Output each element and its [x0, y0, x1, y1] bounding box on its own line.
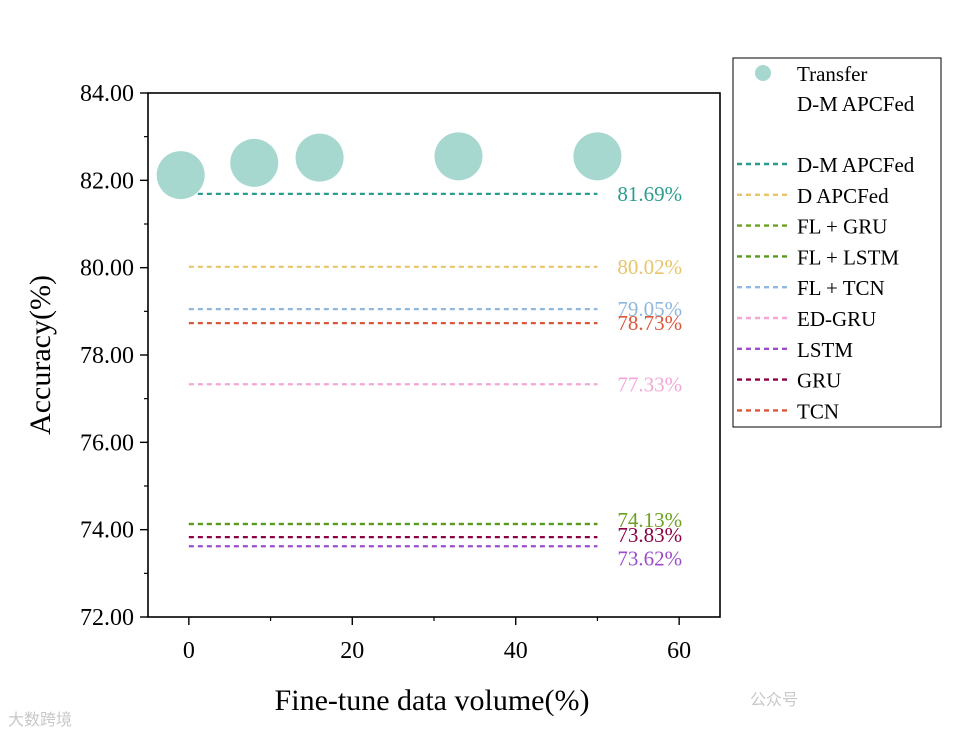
baseline-value-label: 81.69%	[617, 182, 682, 206]
legend-label: D APCFed	[797, 184, 889, 208]
scatter-point	[230, 138, 279, 187]
y-tick-label: 72.00	[80, 605, 134, 631]
legend-scatter-marker	[755, 65, 771, 81]
y-axis-title: Accuracy(%)	[24, 275, 57, 435]
x-tick-label: 60	[667, 638, 691, 664]
x-tick-label: 20	[340, 638, 364, 664]
scatter-point	[156, 151, 205, 200]
scatter-point	[434, 132, 483, 181]
baseline-value-label: 74.13%	[617, 508, 682, 532]
x-tick-label: 0	[183, 638, 195, 664]
x-tick-label: 40	[504, 638, 528, 664]
data-marks: 81.69% 80.02% 74.13% 79.05% 77.33% 73.62%73.8…	[156, 132, 682, 570]
y-tick-label: 82.00	[80, 168, 134, 194]
x-axis-title: Fine-tune data volume(%)	[275, 684, 590, 717]
legend-scatter-label: Transfer	[797, 62, 867, 86]
axes: 72.00 74.00 76.00 78.00 80.00 82.00 84.00 0 20 40…	[24, 81, 691, 717]
legend-box	[732, 57, 942, 428]
legend-label: LSTM	[797, 338, 853, 362]
legend-label: FL + LSTM	[797, 245, 899, 269]
baseline-value-label: 77.33%	[617, 372, 682, 396]
baseline-value-label: 80.02%	[617, 255, 682, 279]
legend-label: FL + GRU	[797, 215, 887, 239]
y-tick-label: 84.00	[80, 81, 134, 107]
legend-label: D-M APCFed	[797, 153, 915, 177]
y-tick-label: 78.00	[80, 343, 134, 369]
baseline-value-label: 78.73%	[617, 311, 682, 335]
baseline-value-label: 73.83%	[617, 523, 682, 547]
y-tick-label: 74.00	[80, 518, 134, 544]
legend-label: FL + TCN	[797, 276, 885, 300]
legend-scatter-label: D-M APCFed	[797, 92, 915, 116]
scatter-point	[573, 132, 622, 181]
baseline-value-label: 79.05%	[617, 297, 682, 321]
legend-label: GRU	[797, 369, 841, 393]
watermark-right: 公众号	[750, 690, 799, 709]
legend-label: TCN	[797, 399, 839, 423]
legend: Transfer D-M APCFed D-M APCFed D APCFed FL +…	[732, 57, 942, 428]
scatter-point	[295, 133, 344, 182]
baseline-value-label: 73.62%	[617, 546, 682, 570]
watermark-left: 大数跨境	[8, 710, 73, 729]
legend-label: ED-GRU	[797, 307, 876, 331]
y-tick-label: 80.00	[80, 256, 134, 282]
y-tick-label: 76.00	[80, 430, 134, 456]
